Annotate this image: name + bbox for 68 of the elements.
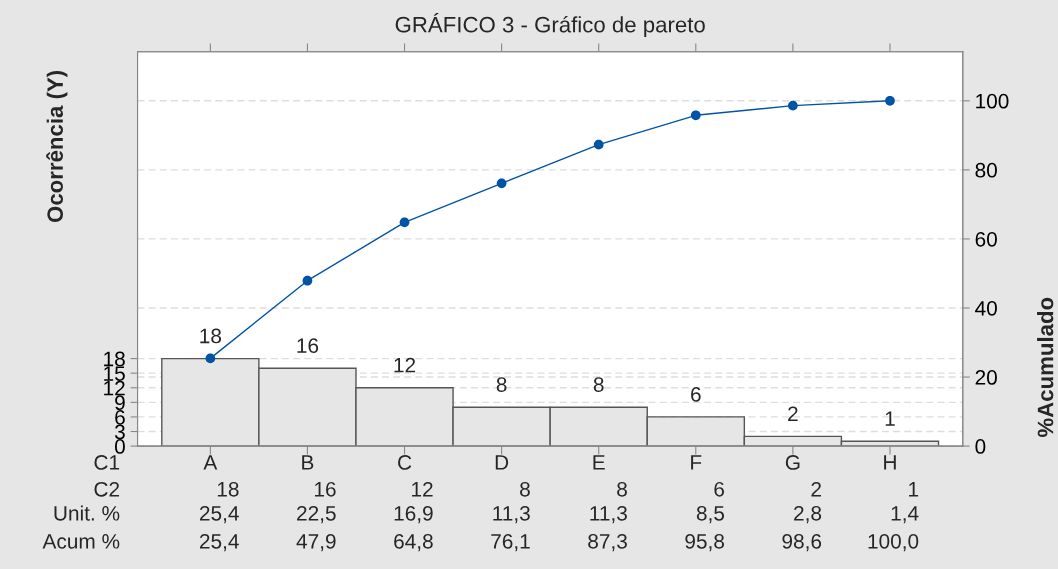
y-tick-label: 6 <box>115 409 125 425</box>
data-label: 8 <box>617 481 627 497</box>
y2-tick-label: 40 <box>975 300 997 316</box>
text: 16 <box>297 338 319 354</box>
y2-tick-label: 100 <box>976 93 1009 109</box>
text: 1,4 <box>891 506 919 524</box>
text: C2 <box>94 481 120 497</box>
data-label: 95,8 <box>685 533 725 552</box>
y-axis-title: Ocorrência (Y) <box>46 70 68 223</box>
x-tick-label: A <box>203 455 218 470</box>
text: 1 <box>885 411 895 426</box>
text: 12 <box>394 357 416 373</box>
text: C1 <box>94 455 120 470</box>
data-label: 1 <box>909 482 919 497</box>
x-tick-label: D <box>495 455 509 470</box>
y-tick-label: 3 <box>114 424 125 440</box>
y2-axis-title: %Acumulado <box>1037 297 1054 438</box>
data-label: 76,1 <box>491 533 530 552</box>
y-tick-label: 12 <box>104 380 125 396</box>
y2-tick-label: 20 <box>975 370 997 385</box>
point <box>690 110 701 121</box>
chart-title: GRÁFICO 3 - Gráfico de pareto <box>395 13 705 37</box>
text: Acum % <box>42 534 120 549</box>
y2-tick-label: 0 <box>975 439 986 454</box>
y-tick-label: 15 <box>104 366 125 381</box>
y2-tick-label: 60 <box>975 231 997 247</box>
y-tick-label: 0 <box>114 439 125 454</box>
text: 25,4 <box>199 505 239 524</box>
data-label: 12 <box>412 481 433 497</box>
point <box>399 217 410 228</box>
data-label: 64,8 <box>394 533 433 552</box>
text: 2,8 <box>794 505 822 524</box>
text: 6 <box>691 386 701 402</box>
data-label: 8 <box>520 481 530 497</box>
text: 16,9 <box>394 505 433 524</box>
text: 8 <box>593 377 604 392</box>
text: 2 <box>788 406 798 421</box>
x-tick-label: G <box>785 455 800 470</box>
point <box>788 100 798 111</box>
point <box>593 139 604 150</box>
text: 11,3 <box>590 505 627 524</box>
x-tick-label: B <box>302 455 314 470</box>
text: Unit. % <box>54 505 120 521</box>
data-label: 18 <box>217 481 239 497</box>
point <box>885 95 895 106</box>
point <box>205 353 216 364</box>
data-label: 47,9 <box>296 533 336 552</box>
text: 18 <box>200 328 222 344</box>
data-label: 2 <box>811 481 821 497</box>
data-label: 87,3 <box>588 533 627 552</box>
x-tick-label: F <box>691 455 702 470</box>
text: 8,5 <box>696 505 725 524</box>
text: 22,5 <box>297 505 336 524</box>
text: 11,3 <box>493 505 530 524</box>
y-tick-label: 9 <box>115 395 125 411</box>
data-label: 100,0 <box>868 533 919 552</box>
x-tick-label: E <box>593 455 605 470</box>
data-label: 25,4 <box>199 533 239 552</box>
y-tick-label: 18 <box>104 351 125 367</box>
y2-tick-label: 80 <box>975 162 997 178</box>
data-label: 16 <box>314 481 336 497</box>
point <box>496 178 507 189</box>
text: 8 <box>496 377 507 392</box>
data-label: 98,6 <box>782 533 822 552</box>
x-tick-label: C <box>398 455 412 470</box>
data-label: 6 <box>714 481 724 497</box>
x-tick-label: H <box>884 455 896 470</box>
point <box>302 275 313 286</box>
